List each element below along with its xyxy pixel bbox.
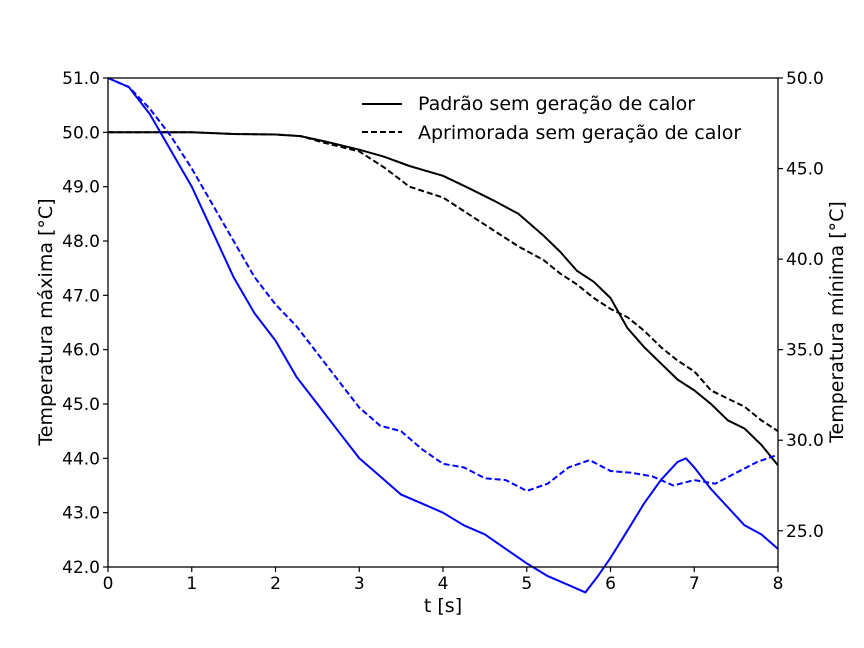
y-right-tick-label-0: 25.0 <box>786 522 824 542</box>
y-left-tick-label-2: 44.0 <box>62 449 100 469</box>
y-left-tick-label-6: 48.0 <box>62 232 100 252</box>
y-left-tick-label-9: 51.0 <box>62 69 100 89</box>
y-left-tick-label-4: 46.0 <box>62 341 100 361</box>
y-left-tick-label-8: 50.0 <box>62 123 100 143</box>
legend: Padrão sem geração de calor Aprimorada s… <box>362 93 741 144</box>
plot-frame <box>107 77 779 568</box>
x-tick-label-4: 4 <box>438 574 449 594</box>
y-right-tick-label-2: 35.0 <box>786 341 824 361</box>
y-left-tick-label-1: 43.0 <box>62 504 100 524</box>
x-axis: 0 1 2 3 4 5 6 7 8 <box>103 567 784 594</box>
x-tick-label-3: 3 <box>354 574 365 594</box>
y-left-tick-label-3: 45.0 <box>62 395 100 415</box>
y-left-tick-label-5: 47.0 <box>62 286 100 306</box>
y-axis-left-label: Temperatura máxima [°C] <box>35 198 57 446</box>
y-right-tick-label-4: 45.0 <box>786 160 824 180</box>
x-tick-label-6: 6 <box>605 574 616 594</box>
y-left-tick-label-0: 42.0 <box>62 558 100 578</box>
x-tick-label-2: 2 <box>270 574 281 594</box>
x-tick-label-8: 8 <box>773 574 784 594</box>
y-left-tick-label-7: 49.0 <box>62 178 100 198</box>
series-padrao-min-line <box>107 77 779 594</box>
y-axis-right: 25.0 30.0 35.0 40.0 45.0 50.0 <box>778 69 824 542</box>
y-axis-right-label: Temperatura mínima [°C] <box>826 201 848 444</box>
legend-label-padrao: Padrão sem geração de calor <box>418 93 695 115</box>
x-tick-label-5: 5 <box>521 574 532 594</box>
series-padrao-max-line <box>108 131 779 467</box>
y-right-tick-label-5: 50.0 <box>786 69 824 89</box>
series-aprimorada-min-line <box>107 77 779 492</box>
y-right-tick-label-1: 30.0 <box>786 431 824 451</box>
x-axis-label: t [s] <box>424 595 462 617</box>
y-right-tick-label-3: 40.0 <box>786 250 824 270</box>
legend-label-aprimorada: Aprimorada sem geração de calor <box>418 122 741 144</box>
series-layer <box>107 77 779 594</box>
x-tick-label-1: 1 <box>186 574 197 594</box>
x-tick-label-7: 7 <box>689 574 700 594</box>
x-tick-label-0: 0 <box>103 574 114 594</box>
series-aprimorada-max-line <box>108 131 779 433</box>
y-axis-left: 42.0 43.0 44.0 45.0 46.0 47.0 48.0 49.0 50.0 51.0 <box>62 69 108 578</box>
